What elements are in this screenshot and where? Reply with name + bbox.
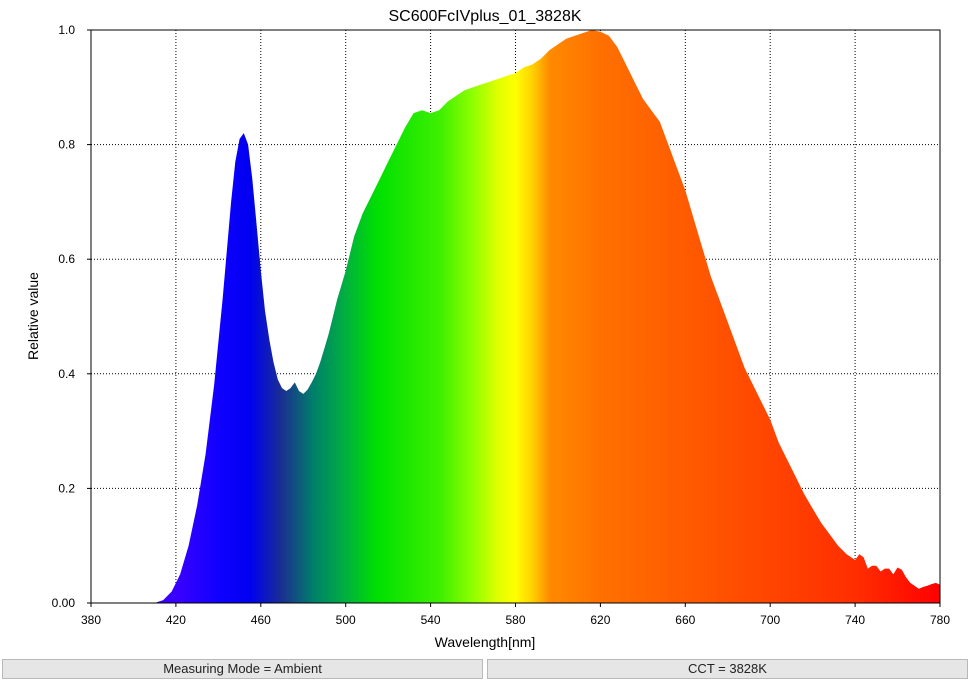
axis-ticks: 380 420 460 500 540 580 620 660 700 740 780 0.00 0.2… bbox=[52, 23, 951, 627]
spectrum-chart: SC600FcIVplus_01_3828K 380 420 460 500 540 58… bbox=[25, 8, 951, 650]
x-tick-label: 420 bbox=[166, 613, 186, 627]
chart-title: SC600FcIVplus_01_3828K bbox=[388, 8, 581, 25]
y-tick-label: 0.6 bbox=[58, 252, 75, 266]
spectrum-area bbox=[154, 30, 940, 603]
y-tick-label: 0.2 bbox=[58, 481, 75, 495]
x-tick-label: 660 bbox=[675, 613, 695, 627]
y-tick-label: 1.0 bbox=[58, 23, 75, 37]
x-axis-label: Wavelength[nm] bbox=[435, 634, 536, 650]
x-tick-label: 460 bbox=[251, 613, 271, 627]
x-tick-label: 540 bbox=[421, 613, 441, 627]
x-tick-label: 700 bbox=[760, 613, 780, 627]
x-tick-label: 380 bbox=[81, 613, 101, 627]
x-tick-label: 620 bbox=[590, 613, 610, 627]
y-tick-label: 0.4 bbox=[58, 367, 75, 381]
x-tick-label: 740 bbox=[845, 613, 865, 627]
x-tick-label: 580 bbox=[505, 613, 525, 627]
y-tick-label: 0.8 bbox=[58, 138, 75, 152]
measuring-mode-status: Measuring Mode = Ambient bbox=[2, 659, 483, 679]
y-axis-label: Relative value bbox=[25, 272, 41, 360]
status-bar: Measuring Mode = Ambient CCT = 3828K bbox=[0, 657, 970, 683]
y-tick-label: 0.00 bbox=[52, 596, 76, 610]
x-tick-label: 500 bbox=[336, 613, 356, 627]
cct-status: CCT = 3828K bbox=[487, 659, 968, 679]
x-tick-label: 780 bbox=[930, 613, 950, 627]
